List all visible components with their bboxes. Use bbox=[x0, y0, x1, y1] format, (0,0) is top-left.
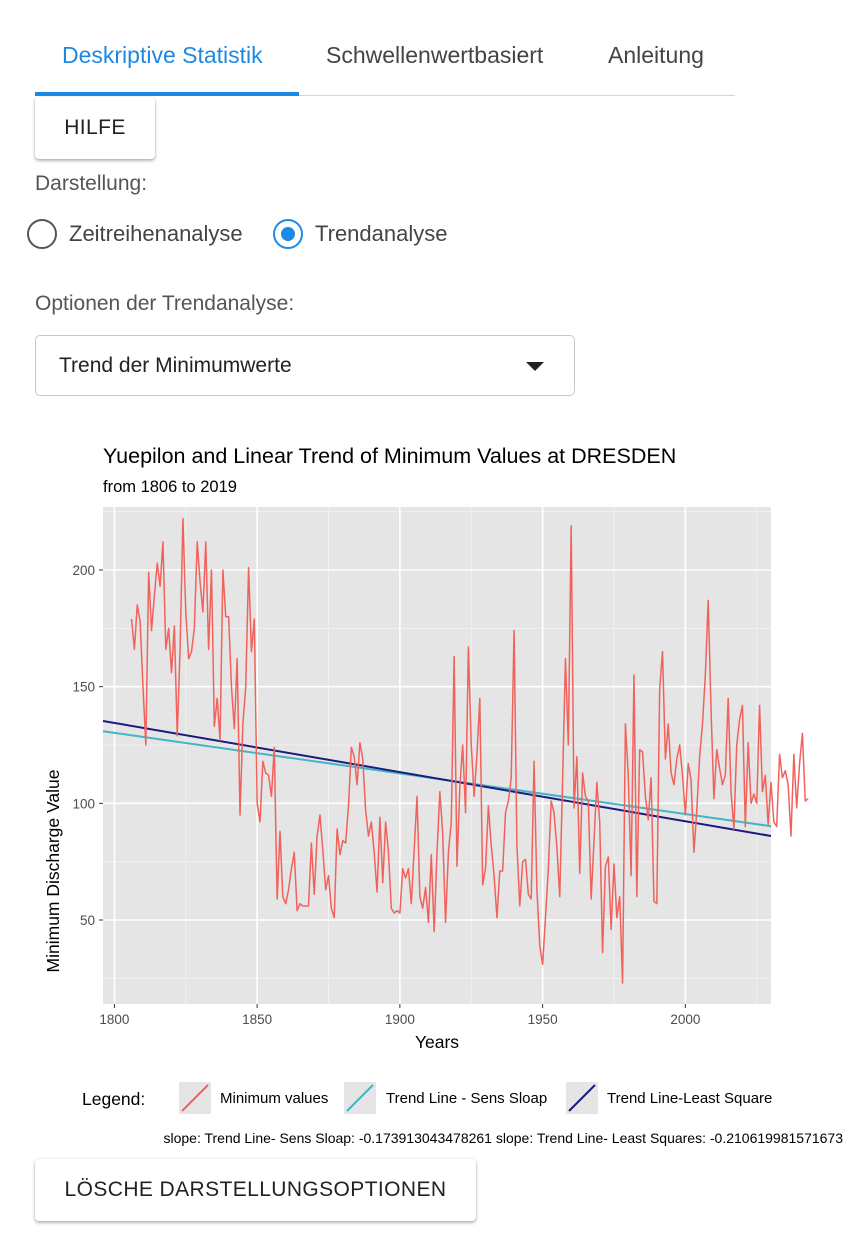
trend-options-selected-value: Trend der Minimumwerte bbox=[59, 354, 292, 377]
trend-options-label: Optionen der Trendanalyse: bbox=[35, 292, 295, 315]
trend-options-select[interactable]: Trend der Minimumwerte bbox=[35, 335, 575, 396]
radio-zeitreihenanalyse[interactable]: Zeitreihenanalyse bbox=[27, 219, 243, 249]
help-button[interactable]: HILFE bbox=[35, 97, 155, 159]
reset-display-options-button[interactable]: LÖSCHE DARSTELLUNGSOPTIONEN bbox=[35, 1159, 476, 1221]
x-axis-label: Years bbox=[415, 1032, 459, 1052]
radio-checked-icon bbox=[273, 219, 303, 249]
legend-item-minimum-values: Minimum values bbox=[179, 1082, 328, 1114]
plot-panel bbox=[103, 507, 771, 1004]
legend-line-sens bbox=[346, 1084, 374, 1112]
dropdown-caret-icon bbox=[526, 362, 544, 371]
y-tick-label: 200 bbox=[72, 563, 95, 578]
tab-deskriptive-statistik[interactable]: Deskriptive Statistik bbox=[62, 42, 263, 68]
legend-label-least-squares: Trend Line-Least Square bbox=[607, 1090, 772, 1107]
legend-label-sens: Trend Line - Sens Sloap bbox=[386, 1090, 547, 1107]
radio-label-trendanalyse: Trendanalyse bbox=[315, 221, 448, 246]
x-tick-label: 1950 bbox=[528, 1012, 558, 1027]
trend-chart: 1800 1850 1900 1950 2000 50 100 150 200 Yuepilon… bbox=[0, 430, 866, 1150]
legend-title: Legend: bbox=[82, 1089, 145, 1109]
chart-title: Yuepilon and Linear Trend of Minimum Val… bbox=[103, 444, 676, 468]
legend-line-least-squares bbox=[568, 1084, 596, 1112]
trend-line-least-squares bbox=[102, 719, 772, 837]
y-tick-label: 150 bbox=[72, 680, 95, 695]
trend-chart-svg: 1800 1850 1900 1950 2000 50 100 150 200 Yuepilon… bbox=[43, 444, 843, 1146]
legend-line-minimum bbox=[181, 1084, 209, 1112]
chart-subtitle: from 1806 to 2019 bbox=[103, 478, 237, 496]
legend-item-sens: Trend Line - Sens Sloap bbox=[344, 1082, 547, 1114]
x-tick-label: 2000 bbox=[670, 1012, 700, 1027]
minimum-values-line bbox=[130, 517, 809, 984]
radio-label-zeitreihenanalyse: Zeitreihenanalyse bbox=[69, 221, 243, 246]
y-tick-label: 50 bbox=[80, 913, 95, 928]
legend-label-minimum: Minimum values bbox=[220, 1090, 328, 1107]
x-tick-label: 1900 bbox=[385, 1012, 415, 1027]
radio-trendanalyse[interactable]: Trendanalyse bbox=[273, 219, 447, 249]
display-label: Darstellung: bbox=[35, 172, 148, 195]
slope-info-text: slope: Trend Line- Sens Sloap: -0.173913… bbox=[163, 1130, 843, 1146]
legend-item-least-squares: Trend Line-Least Square bbox=[566, 1082, 772, 1114]
tab-anleitung[interactable]: Anleitung bbox=[608, 42, 704, 68]
x-tick-label: 1800 bbox=[99, 1012, 129, 1027]
y-tick-label: 100 bbox=[72, 796, 95, 811]
radio-unchecked-icon bbox=[27, 219, 57, 249]
tab-schwellenwertbasiert[interactable]: Schwellenwertbasiert bbox=[326, 42, 544, 68]
tab-bar: Deskriptive Statistik Schwellenwertbasie… bbox=[35, 22, 735, 96]
active-tab-indicator bbox=[35, 92, 299, 96]
y-axis-label: Minimum Discharge Value bbox=[43, 770, 63, 973]
x-tick-label: 1850 bbox=[242, 1012, 272, 1027]
